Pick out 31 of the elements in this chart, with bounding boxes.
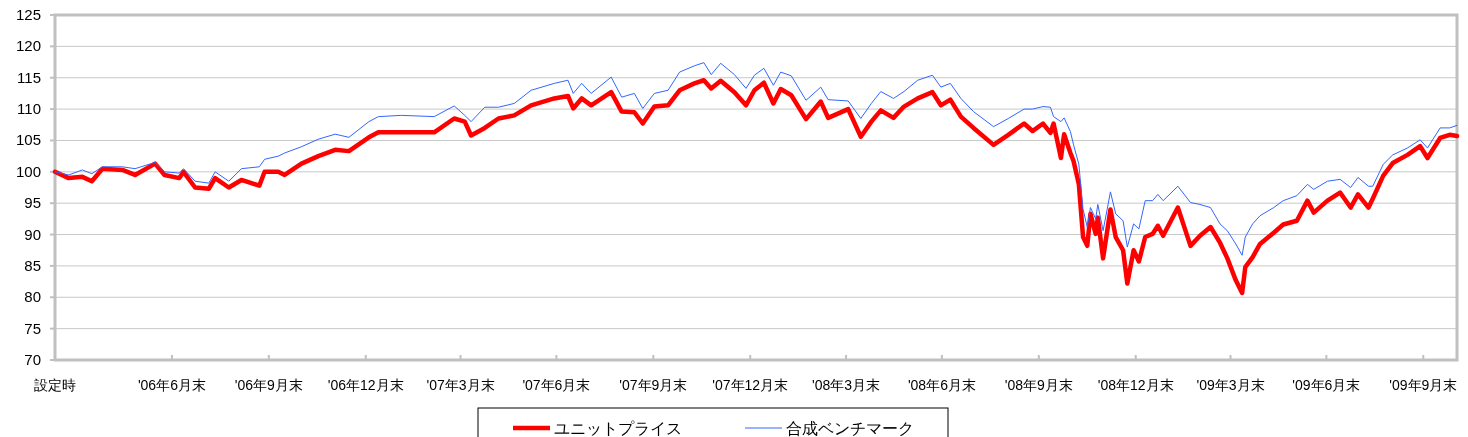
y-tick-label: 125 <box>15 6 41 23</box>
x-tick-label: 設定時 <box>34 377 76 393</box>
x-tick-label: '08年6月末 <box>907 377 976 393</box>
x-tick-label: '07年6月末 <box>522 377 591 393</box>
x-tick-label: '06年6月末 <box>137 377 206 393</box>
x-tick-label: '07年9月末 <box>619 377 688 393</box>
x-tick-label: '09年3月末 <box>1196 377 1265 393</box>
y-tick-label: 100 <box>15 162 41 180</box>
y-tick-label: 70 <box>24 351 41 368</box>
x-tick-label: '07年12月末 <box>712 377 789 393</box>
line-series <box>54 62 1458 256</box>
line-series <box>52 77 1460 296</box>
x-tick-label: '08年12月末 <box>1097 377 1174 393</box>
y-tick-label: 120 <box>15 37 41 55</box>
x-tick-label: '06年9月末 <box>234 377 303 393</box>
y-tick-label: 105 <box>15 131 41 149</box>
x-tick-label: '09年9月末 <box>1389 377 1458 393</box>
y-tick-label: 85 <box>24 256 41 274</box>
y-tick-label: 80 <box>24 288 41 306</box>
y-tick-label: 115 <box>17 68 41 86</box>
x-tick-label: '09年6月末 <box>1292 377 1361 393</box>
y-tick-label: 110 <box>17 100 41 118</box>
legend-label: ユニットプライス <box>554 420 682 437</box>
legend-label: 合成ベンチマーク <box>786 420 914 437</box>
y-tick-label: 95 <box>24 194 41 212</box>
x-tick-label: '08年3月末 <box>812 377 881 393</box>
x-tick-label: '07年3月末 <box>426 377 495 393</box>
x-tick-label: '06年12月末 <box>327 377 404 393</box>
y-tick-label: 90 <box>24 225 41 243</box>
y-tick-label: 75 <box>24 319 41 337</box>
x-tick-label: '08年9月末 <box>1004 377 1073 393</box>
